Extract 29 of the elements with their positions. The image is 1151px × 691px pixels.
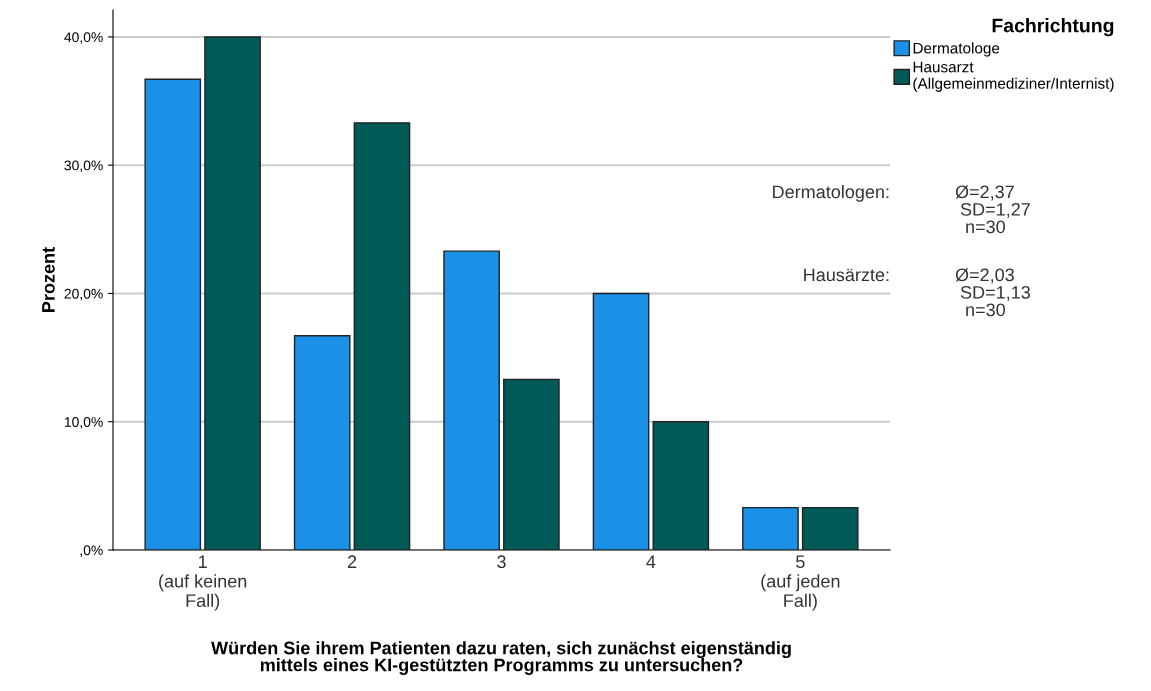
y-tick-label: 10,0% bbox=[64, 417, 103, 429]
bar bbox=[503, 378, 560, 550]
bar bbox=[293, 335, 351, 550]
legend-title: Fachrichtung bbox=[992, 18, 1114, 37]
x-tick-label: 1 (auf keinen Fall) bbox=[159, 555, 247, 611]
y-tick-label: 40,0% bbox=[64, 32, 103, 44]
y-tick-label: 30,0% bbox=[64, 160, 103, 173]
y-axis-title: Prozent bbox=[42, 247, 55, 312]
text: Ø=2,03 SD=1,13 n=30 bbox=[955, 268, 1030, 317]
annotation: Hausärzte: bbox=[804, 268, 889, 282]
y-tick-label: ,0% bbox=[80, 545, 103, 557]
bar bbox=[801, 506, 859, 550]
bar bbox=[204, 36, 261, 550]
x-tick-label: 3 bbox=[497, 555, 506, 569]
bar bbox=[742, 506, 799, 550]
x-axis-title: Würden Sie ihrem Patienten dazu raten, sich zunächst eigenständig mittels eines KI-gestützten Programms zu untersuchen? bbox=[211, 641, 791, 675]
legend-label: Dermatologe bbox=[913, 42, 1000, 57]
bar bbox=[652, 421, 710, 550]
bar bbox=[144, 78, 202, 550]
bar bbox=[592, 292, 650, 550]
bar bbox=[353, 122, 411, 550]
text: Ø=2,37 SD=1,27 n=30 bbox=[955, 185, 1030, 234]
x-tick-label: 5 (auf jeden Fall) bbox=[761, 555, 840, 611]
x-tick-label: 2 bbox=[347, 555, 357, 568]
x-tick-label: 4 bbox=[646, 555, 656, 568]
y-tick-label: 20,0% bbox=[64, 288, 103, 301]
annotation: Dermatologen: bbox=[773, 185, 889, 202]
bar bbox=[443, 250, 500, 550]
legend-label: Hausarzt (Allgemeinmediziner/Internist) bbox=[913, 61, 1114, 92]
